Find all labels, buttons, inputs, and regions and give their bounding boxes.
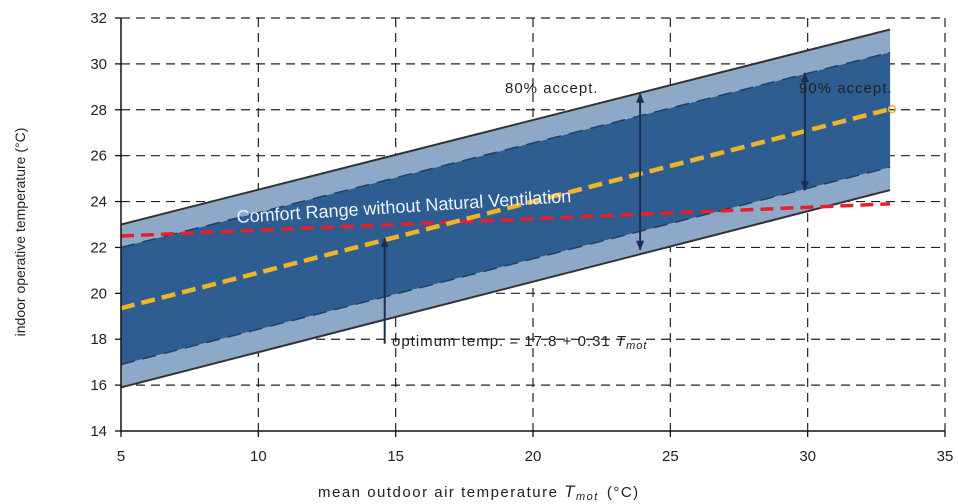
y-tick-label: 24 — [90, 194, 107, 211]
x-axis-label-text: mean outdoor air temperature — [318, 484, 564, 501]
arrow-head — [636, 92, 645, 103]
annotation-90-accept: 90% accept. — [799, 80, 893, 97]
arrow-head — [800, 72, 809, 83]
arrow-head — [636, 240, 645, 251]
optimum-temperature-line — [120, 106, 891, 311]
y-tick-label: 14 — [90, 423, 107, 440]
bands — [120, 28, 891, 389]
arrow-90-accept — [800, 72, 809, 192]
optimum-formula-sub: mot — [626, 340, 647, 352]
optimum-line-endpoint — [887, 104, 897, 114]
x-tick-label: 10 — [250, 448, 267, 465]
natural-ventilation-limit-line — [120, 202, 891, 238]
y-tick-label: 22 — [90, 239, 107, 256]
x-axis-label-var: T — [564, 482, 576, 501]
y-tick-label: 28 — [90, 102, 107, 119]
x-tick-label: 20 — [525, 448, 542, 465]
annotation-optimum-formula: optimum temp. = 17.8 + 0.31 Tmot — [392, 333, 647, 352]
arrows — [380, 72, 809, 344]
x-tick-label: 25 — [662, 448, 679, 465]
y-tick-label: 20 — [90, 285, 107, 302]
x-axis-label-unit: (°C) — [607, 484, 640, 501]
axes — [115, 17, 946, 437]
y-tick-label: 18 — [90, 331, 107, 348]
band-80-upper-line — [120, 28, 891, 226]
band-90-accept — [121, 52, 891, 365]
optimum-formula-text: optimum temp. = 17.8 + 0.31 — [392, 333, 616, 350]
x-tick-label: 35 — [937, 448, 954, 465]
arrow-optimum — [380, 237, 389, 344]
x-axis-label-sub: mot — [576, 491, 599, 503]
annotation-80-accept: 80% accept. — [505, 80, 599, 97]
arrow-head — [800, 181, 809, 192]
arrow-80-accept — [636, 92, 645, 251]
y-tick-label: 30 — [90, 56, 107, 73]
x-tick-labels: 5 10 15 20 25 30 35 — [117, 448, 954, 465]
y-tick-labels: 14 16 18 20 22 24 26 28 30 32 — [90, 10, 107, 440]
y-tick-label: 16 — [90, 377, 107, 394]
y-axis-label: indoor operative temperature (°C) — [12, 128, 28, 337]
band-90-lower-line — [120, 166, 891, 366]
band-80-lower-line — [120, 189, 891, 389]
x-tick-label: 30 — [799, 448, 816, 465]
band-90-upper-line — [120, 51, 891, 249]
optimum-formula-var: T — [616, 333, 627, 350]
x-tick-label: 5 — [117, 448, 125, 465]
y-tick-label: 26 — [90, 148, 107, 165]
arrow-head — [380, 237, 389, 248]
x-tick-label: 15 — [387, 448, 404, 465]
x-axis-label: mean outdoor air temperature Tmot (°C) — [318, 482, 640, 503]
y-tick-label: 32 — [90, 10, 107, 27]
